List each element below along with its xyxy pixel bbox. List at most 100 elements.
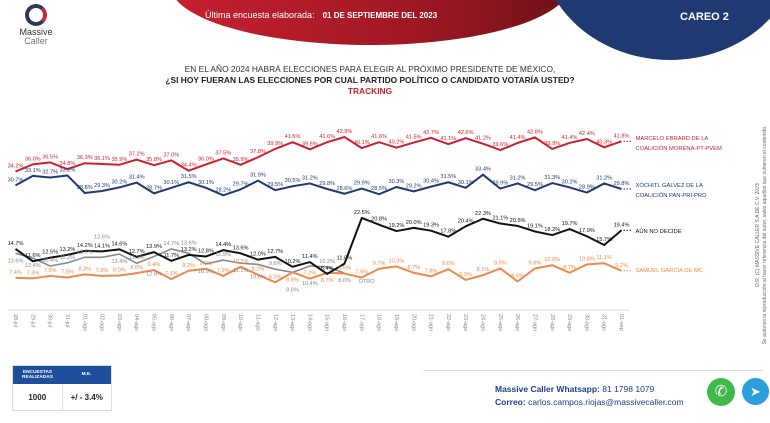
data-label: 30.7% xyxy=(8,177,24,183)
legend-label: AÚN NO DECIDE xyxy=(636,228,682,235)
data-label: 15.7% xyxy=(596,237,612,243)
data-label: 8.7% xyxy=(563,265,576,271)
series-line-1 xyxy=(15,173,622,197)
x-tick-label: 19-ago xyxy=(393,314,399,331)
surveys-value: 1000 xyxy=(13,384,63,410)
data-label: 41.5% xyxy=(406,135,422,141)
data-label: 12.4% xyxy=(25,263,41,269)
data-label: 17.9% xyxy=(579,228,595,234)
data-label: 34.2% xyxy=(8,164,24,170)
data-label: 13.2% xyxy=(181,247,197,253)
data-label: 28.6% xyxy=(337,186,353,192)
data-label: 33.2% xyxy=(60,167,76,173)
data-label: 37.2% xyxy=(129,152,145,158)
data-label: 9.6% xyxy=(269,261,282,267)
telegram-icon[interactable]: ➤ xyxy=(742,378,769,405)
data-label: 7.5% xyxy=(61,270,74,276)
data-label: 30.2% xyxy=(562,179,578,185)
data-label: 12.7% xyxy=(267,249,283,255)
data-label: 9.7% xyxy=(200,261,213,267)
x-tick-label: 22-ago xyxy=(445,314,451,331)
data-label: 33.1% xyxy=(25,168,41,174)
data-label: 33.4% xyxy=(475,167,491,173)
data-label: 11.7% xyxy=(164,253,179,259)
data-label: 31.2% xyxy=(302,175,318,181)
whatsapp-number[interactable]: 81 1798 1079 xyxy=(602,384,655,394)
survey-date-line: Última encuesta elaborada: 01 DE SEPTIEMB… xyxy=(205,10,437,20)
data-label: 10.6% xyxy=(544,257,560,263)
whatsapp-label: Massive Caller Whatsapp: xyxy=(495,384,600,394)
x-tick-label: 12-ago xyxy=(272,314,278,331)
data-label: 21.1% xyxy=(492,216,508,222)
data-label: 29.8% xyxy=(614,181,630,187)
data-label: 11.2% xyxy=(60,255,75,261)
data-label: 31.3% xyxy=(544,175,560,181)
x-tick-label: 28-jul xyxy=(12,314,18,327)
data-label: 11.0% xyxy=(337,256,352,262)
data-label: 42.4% xyxy=(579,131,595,137)
data-label: 20.0% xyxy=(406,220,422,226)
x-tick-label: 29-jul xyxy=(29,314,35,327)
data-label: 41.2% xyxy=(475,136,491,142)
data-label: 11.1% xyxy=(596,255,611,261)
data-label: 22.3% xyxy=(475,211,491,217)
data-label: 9.7% xyxy=(373,261,386,267)
x-tick-label: 01-sep xyxy=(618,314,624,331)
data-label: 14.7% xyxy=(8,241,24,247)
chart-title: TRACKING xyxy=(347,86,393,96)
x-tick-label: 31-ago xyxy=(601,314,607,331)
x-tick-label: 30-ago xyxy=(583,314,589,331)
x-tick-label: 23-ago xyxy=(462,314,468,331)
data-label: 12.8% xyxy=(146,271,162,277)
x-tick-label: 17-ago xyxy=(358,314,364,331)
x-tick-label: 06-ago xyxy=(168,314,174,331)
data-label: 7.5% xyxy=(355,270,368,276)
data-label: 41.1% xyxy=(440,136,456,142)
data-label: 30.2% xyxy=(111,179,127,185)
data-label: 29.7% xyxy=(233,181,249,187)
whatsapp-icon[interactable]: ✆ xyxy=(707,378,735,406)
margin-header: M.E. xyxy=(81,372,92,378)
data-label: 8.8% xyxy=(286,277,299,283)
data-label: 12.7% xyxy=(129,249,145,255)
survey-label: Última encuesta elaborada: xyxy=(205,10,315,20)
legend-label: COALICIÓN MORENA-PT-PVEM xyxy=(636,145,722,152)
data-label: 11.4% xyxy=(302,254,317,260)
data-label: 41.4% xyxy=(510,135,526,141)
email-link[interactable]: carlos.campos.riojas@massivecaller.com xyxy=(528,397,684,407)
email-contact: Correo: carlos.campos.riojas@massivecall… xyxy=(495,397,684,407)
data-label: 36.5% xyxy=(42,154,58,160)
x-tick-label: 10-ago xyxy=(237,314,243,331)
data-label: 41.6% xyxy=(371,134,387,140)
data-label: 29.2% xyxy=(406,183,422,189)
data-label: 10.8% xyxy=(250,274,266,280)
data-label: 39.9% xyxy=(544,141,560,147)
stats-table: ENCUESTAS REALIZADAS M.E. 1000 +/ - 3.4% xyxy=(12,365,112,411)
data-label: 19.7% xyxy=(562,221,578,227)
data-label: 40.3% xyxy=(596,139,612,145)
logo-icon xyxy=(25,4,47,26)
data-label: 9.2% xyxy=(182,263,195,269)
data-label: 12.0% xyxy=(250,252,266,258)
x-tick-label: 08-ago xyxy=(203,314,209,331)
data-label: 36.0% xyxy=(198,156,214,162)
x-tick-label: 24-ago xyxy=(480,314,486,331)
margin-value: +/ - 3.4% xyxy=(70,392,103,402)
data-label: 35.9% xyxy=(111,157,127,163)
data-label: 11.6% xyxy=(25,253,40,259)
data-label: 11.1% xyxy=(129,255,144,261)
x-tick-label: 20-ago xyxy=(410,314,416,331)
x-tick-label: 03-ago xyxy=(116,314,122,331)
x-tick-label: 18-ago xyxy=(376,314,382,331)
legend-label: XÓCHITL GÁLVEZ DE LA xyxy=(636,182,703,189)
legend-label: OTRO xyxy=(358,279,375,285)
data-label: 34.8% xyxy=(60,161,76,167)
reproduction-note: Se autoriza la reproducción al hacer ref… xyxy=(762,125,768,345)
data-label: 20.8% xyxy=(371,217,387,223)
x-tick-label: 27-ago xyxy=(531,314,537,331)
data-label: 12.5% xyxy=(42,250,58,256)
data-label: 9.8% xyxy=(494,260,507,266)
data-label: 30.4% xyxy=(423,179,439,185)
logo: Massive Caller xyxy=(14,4,58,46)
